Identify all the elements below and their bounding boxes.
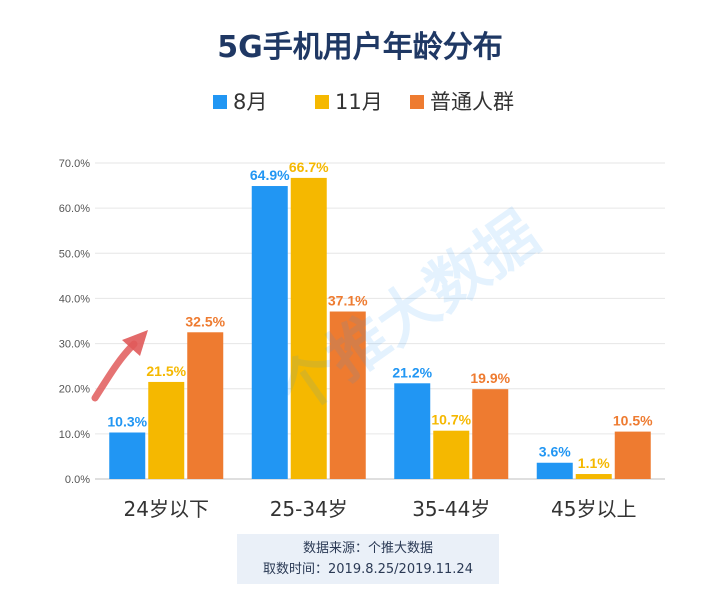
bar — [575, 474, 612, 479]
y-tick-label: 0.0% — [65, 474, 90, 486]
legend-swatch-2 — [410, 95, 424, 109]
data-label: 10.5% — [613, 413, 653, 429]
legend-label-1: 11月 — [335, 90, 383, 114]
data-label: 10.3% — [107, 414, 147, 430]
bar — [290, 177, 327, 479]
bar — [109, 432, 146, 479]
source-line-1: 数据来源：个推大数据 — [302, 541, 433, 556]
x-tick-label: 25-34岁 — [270, 497, 348, 521]
source-line-2: 取数时间：2019.8.25/2019.11.24 — [263, 562, 473, 577]
y-tick-label: 30.0% — [59, 339, 90, 351]
data-label: 66.7% — [289, 159, 329, 175]
legend-swatch-1 — [315, 95, 329, 109]
data-label: 32.5% — [185, 313, 225, 329]
bar — [394, 383, 431, 479]
annotation-arrow-head — [122, 330, 148, 356]
bar — [536, 462, 573, 479]
chart-title: 5G手机用户年龄分布 — [217, 30, 503, 65]
source-note: 数据来源：个推大数据 取数时间：2019.8.25/2019.11.24 — [237, 534, 499, 584]
data-label: 21.5% — [146, 363, 186, 379]
x-tick-label: 24岁以下 — [124, 497, 209, 521]
y-tick-label: 60.0% — [59, 203, 90, 215]
x-tick-label: 35-44岁 — [412, 497, 490, 521]
bar — [329, 311, 366, 479]
legend-swatch-0 — [213, 95, 227, 109]
y-tick-label: 40.0% — [59, 293, 90, 305]
annotation-arrow-shaft — [91, 340, 138, 402]
bar — [614, 431, 651, 479]
bar — [148, 381, 185, 479]
bar — [433, 430, 470, 479]
data-label: 64.9% — [250, 167, 290, 183]
data-label: 37.1% — [328, 293, 368, 309]
data-label: 1.1% — [578, 455, 610, 471]
y-tick-label: 20.0% — [59, 384, 90, 396]
y-tick-label: 70.0% — [59, 158, 90, 170]
x-tick-label: 45岁以上 — [551, 497, 636, 521]
legend-label-2: 普通人群 — [430, 90, 514, 114]
data-label: 19.9% — [470, 370, 510, 386]
data-label: 21.2% — [392, 364, 432, 380]
y-tick-label: 50.0% — [59, 248, 90, 260]
data-label: 3.6% — [539, 444, 571, 460]
data-label: 10.7% — [431, 412, 471, 428]
bar — [251, 186, 288, 479]
bar — [187, 332, 224, 479]
legend-label-0: 8月 — [233, 90, 267, 114]
bar — [472, 389, 509, 479]
y-tick-label: 10.0% — [59, 429, 90, 441]
